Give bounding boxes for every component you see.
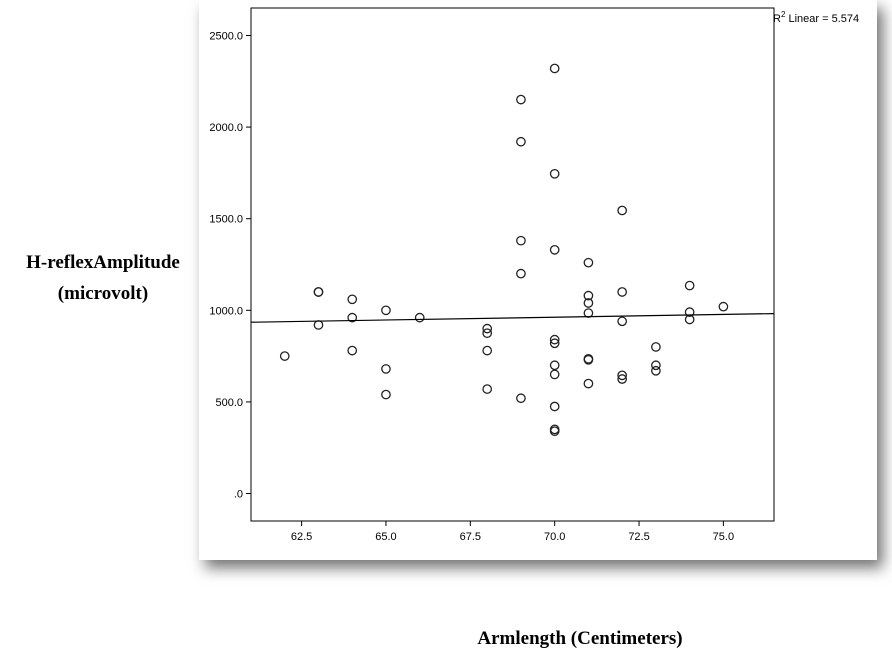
data-point bbox=[549, 63, 560, 74]
data-point bbox=[549, 426, 560, 437]
data-point bbox=[279, 351, 290, 361]
data-point bbox=[313, 287, 324, 297]
y-axis-label-line-2: (microvolt) bbox=[57, 283, 149, 304]
data-point bbox=[549, 338, 560, 349]
y-tick-label: .0 bbox=[234, 489, 243, 501]
data-point bbox=[651, 342, 661, 352]
data-point bbox=[381, 364, 391, 374]
data-point bbox=[718, 301, 729, 312]
y-tick-label: 2500.0 bbox=[209, 30, 243, 42]
chart-panel: .0 500.0 1000.0 1500.0 2000.0 2500.0 62.5 65.0 6… bbox=[199, 0, 877, 560]
data-point bbox=[583, 290, 594, 301]
data-point bbox=[651, 360, 661, 371]
y-tick-label: 1000.0 bbox=[209, 305, 243, 317]
x-tick-label: 72.5 bbox=[628, 531, 649, 543]
data-point bbox=[381, 389, 391, 400]
data-point bbox=[482, 345, 493, 356]
r2-linear-label: R2 Linear = 5.574 bbox=[773, 10, 859, 25]
data-point bbox=[381, 305, 391, 316]
data-point bbox=[684, 280, 695, 291]
data-point bbox=[549, 360, 560, 371]
data-point bbox=[549, 401, 560, 412]
regression-line bbox=[250, 313, 775, 323]
data-point bbox=[516, 136, 526, 147]
data-point bbox=[617, 374, 628, 384]
data-point bbox=[617, 287, 628, 297]
data-point bbox=[482, 323, 493, 334]
y-tick-label: 500.0 bbox=[215, 397, 243, 409]
x-tick-label: 65.0 bbox=[375, 531, 396, 543]
data-point bbox=[617, 316, 628, 327]
data-point bbox=[313, 320, 324, 330]
x-tick-label: 75.0 bbox=[713, 531, 734, 543]
data-point bbox=[516, 393, 526, 404]
data-point bbox=[583, 354, 594, 365]
data-point bbox=[583, 257, 594, 268]
y-tick-label: 1500.0 bbox=[209, 214, 243, 226]
data-point bbox=[482, 384, 493, 394]
data-point bbox=[549, 369, 560, 380]
x-tick-label: 62.5 bbox=[291, 531, 312, 543]
x-axis-label: Armlength (Centimeters) bbox=[477, 628, 683, 649]
data-point bbox=[549, 244, 560, 255]
plot-frame bbox=[250, 7, 775, 522]
data-point bbox=[516, 235, 526, 246]
y-axis-label-line-1: H-reflexAmplitude bbox=[26, 252, 180, 273]
y-tick-label: 2000.0 bbox=[209, 122, 243, 134]
data-point bbox=[482, 328, 493, 339]
data-point bbox=[516, 94, 526, 105]
data-point bbox=[583, 308, 594, 318]
scatter-plot: .0 500.0 1000.0 1500.0 2000.0 2500.0 62.5 65.0 6… bbox=[209, 7, 859, 543]
data-point bbox=[347, 294, 358, 305]
data-point bbox=[583, 298, 594, 308]
data-point bbox=[617, 370, 628, 381]
data-point bbox=[347, 345, 358, 356]
x-tick-label: 67.5 bbox=[460, 531, 481, 543]
data-point bbox=[549, 334, 560, 345]
data-point bbox=[651, 365, 661, 376]
data-point bbox=[414, 312, 425, 323]
data-point bbox=[516, 268, 526, 279]
data-point bbox=[617, 205, 628, 216]
data-point bbox=[549, 168, 560, 179]
data-point bbox=[583, 378, 594, 389]
data-point bbox=[684, 307, 695, 317]
data-point bbox=[347, 312, 358, 323]
x-tick-label: 70.0 bbox=[544, 531, 565, 543]
